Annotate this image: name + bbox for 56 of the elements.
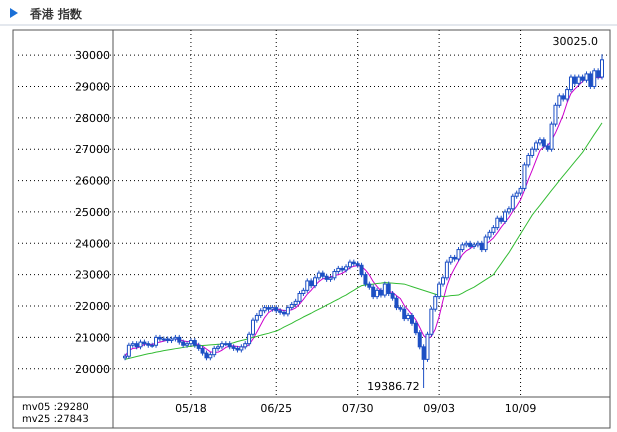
- y-tick-label: 28000: [75, 112, 110, 125]
- y-tick-label: 23000: [75, 268, 110, 282]
- y-tick-label: 22000: [75, 300, 110, 314]
- x-tick-label: 05/18: [175, 402, 207, 415]
- candlestick: [484, 234, 488, 253]
- candlestick: [576, 74, 581, 86]
- x-tick-label: 10/09: [504, 402, 536, 415]
- candlestick: [309, 278, 314, 289]
- y-tick-label: 24000: [75, 237, 110, 250]
- candlestick: [542, 136, 546, 150]
- candlestick: [510, 193, 515, 212]
- y-tick-label: 25000: [75, 206, 110, 219]
- candlestick: [375, 287, 380, 300]
- candlestick: [126, 342, 131, 360]
- candlestick: [138, 339, 143, 350]
- candlestick: [600, 54, 604, 80]
- x-tick-label: 07/30: [342, 402, 374, 415]
- text: mv05 :29280: [22, 402, 89, 413]
- y-tick-label: 20000: [75, 362, 110, 376]
- candlestick: [154, 334, 158, 348]
- candlestick: [394, 295, 398, 311]
- candlestick: [378, 287, 383, 298]
- candlestick: [572, 74, 577, 86]
- candlestick: [298, 290, 302, 304]
- candlestick: [495, 215, 500, 231]
- candlestick: [212, 345, 216, 358]
- annotation: 19386.72: [367, 380, 420, 394]
- candlestick: [503, 208, 508, 224]
- y-tick-label: 29000: [75, 80, 110, 94]
- candlestick: [402, 306, 406, 322]
- candlestick: [177, 334, 182, 346]
- y-tick-label: 26000: [75, 174, 110, 188]
- annotation: 30025.0: [552, 35, 598, 48]
- y-tick-label: 21000: [75, 331, 110, 344]
- line-series: [124, 122, 602, 360]
- candlestick: [348, 259, 352, 270]
- candlestick: [382, 281, 387, 298]
- candlestick: [313, 274, 318, 289]
- y-tick-label: 27000: [75, 143, 110, 156]
- candlestick: [305, 278, 310, 294]
- candlestick: [456, 246, 461, 262]
- candlestick: [286, 304, 290, 317]
- candlestick: [584, 70, 588, 84]
- candlestick: [332, 268, 336, 281]
- candlestick: [204, 350, 208, 361]
- text: mv25 :27843: [22, 414, 89, 425]
- x-tick-label: 09/03: [423, 402, 455, 415]
- candlestick: [371, 284, 376, 300]
- candlestick: [592, 68, 596, 90]
- candlestick: [192, 338, 197, 348]
- chart-title: 香港 指数: [29, 7, 84, 21]
- candlestick: [258, 308, 263, 318]
- candlestick: [200, 345, 205, 356]
- x-tick-label: 06/25: [260, 402, 292, 415]
- candlestick: [386, 281, 391, 296]
- y-tick-label: 30000: [75, 49, 110, 62]
